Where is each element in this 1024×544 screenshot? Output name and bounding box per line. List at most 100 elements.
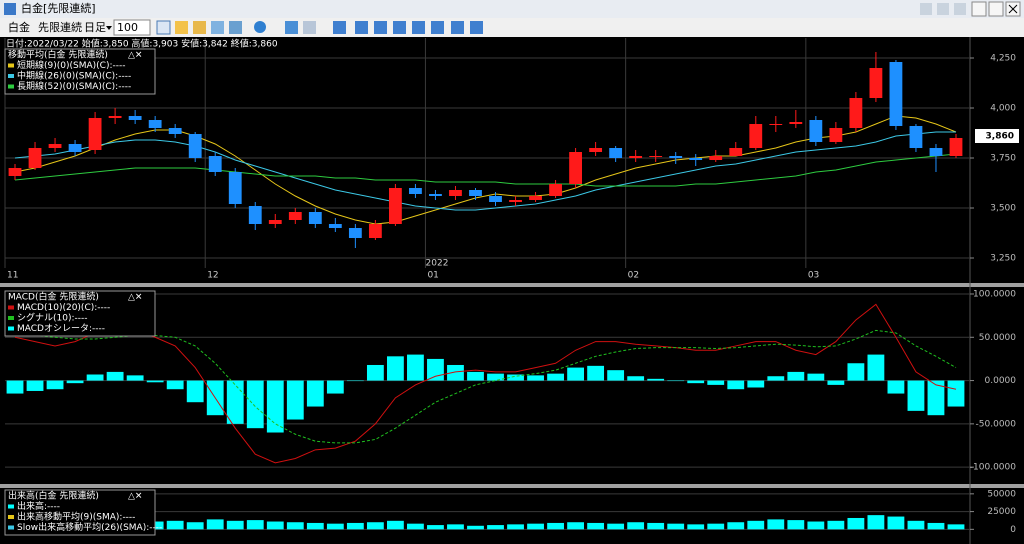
histogram-bar [587, 522, 605, 530]
candle-body [248, 206, 262, 224]
panel-separator [0, 484, 1024, 488]
legend-box [4, 48, 156, 95]
legend-entry: 出来高移動平均(9)(SMA):---- [17, 511, 135, 523]
chart-tool[interactable] [451, 21, 464, 34]
y-tick-label: 50.0000 [979, 333, 1016, 343]
candle-body [48, 144, 62, 148]
histogram-bar [747, 380, 765, 388]
minimize-button[interactable] [971, 1, 987, 17]
candle-body [829, 128, 843, 142]
candle-body [328, 224, 342, 228]
histogram-bar [527, 375, 544, 381]
tool-button[interactable] [937, 3, 949, 15]
candle-body [108, 116, 122, 118]
histogram-bar [166, 520, 184, 530]
candle-body [148, 120, 162, 128]
toolbar-icons [156, 20, 483, 35]
histogram-bar [547, 373, 564, 381]
histogram-bar [827, 520, 845, 530]
histogram-bar [507, 374, 524, 381]
maximize-button[interactable] [988, 1, 1004, 17]
chart-tool[interactable] [355, 21, 368, 34]
y-tick-label: 4,250 [990, 54, 1016, 64]
histogram-bar [186, 380, 204, 403]
histogram-bar [386, 520, 404, 530]
histogram-bar [286, 380, 304, 420]
count-input[interactable] [113, 19, 151, 36]
histogram-bar [106, 371, 124, 381]
y-tick-label: 3,500 [990, 204, 1016, 214]
candle-body [429, 194, 442, 196]
legend-entry: 出来高:---- [17, 500, 60, 512]
histogram-bar [447, 364, 464, 381]
histogram-bar [747, 520, 765, 530]
histogram-bar [647, 522, 665, 530]
indicator-line [14, 153, 957, 187]
chart-tool[interactable] [333, 21, 346, 34]
histogram-bar [687, 524, 705, 530]
chart-tool[interactable] [393, 21, 406, 34]
histogram-bar [507, 524, 524, 530]
dropdown-arrow [106, 26, 112, 30]
commodity-button[interactable]: 白金 [8, 20, 30, 34]
hand-tool[interactable] [175, 21, 188, 34]
chart-tool[interactable] [374, 21, 387, 34]
histogram-bar [126, 375, 144, 381]
histogram-bar [407, 523, 424, 530]
window-tool[interactable] [303, 21, 316, 34]
cursor-tool[interactable] [156, 20, 171, 35]
histogram-bar [487, 525, 504, 530]
candle-body [188, 134, 202, 158]
contract-button[interactable]: 先限連続 [38, 20, 82, 34]
histogram-bar [66, 380, 84, 384]
candle-body [348, 228, 362, 238]
histogram-bar [567, 367, 585, 381]
search-tool[interactable] [254, 21, 266, 33]
candle-body [449, 190, 462, 196]
pen-tool[interactable] [193, 21, 206, 34]
text-tool[interactable] [229, 21, 242, 34]
histogram-bar [727, 380, 745, 390]
candle-body [308, 212, 322, 224]
legend-icons: △✕ [128, 492, 142, 502]
candle-body [789, 122, 803, 124]
legend-swatch [8, 63, 14, 68]
legend-entry: 中期線(26)(0)(SMA)(C):---- [17, 70, 131, 82]
tool-button[interactable] [920, 3, 932, 15]
candle-body [509, 200, 522, 202]
candle-body [809, 120, 823, 142]
line-tool[interactable] [211, 21, 224, 34]
legend-box [4, 489, 156, 536]
histogram-bar [306, 522, 324, 530]
x-tick-label: 11 [7, 271, 18, 281]
grid-tool[interactable] [285, 21, 298, 34]
histogram-bar [547, 522, 564, 530]
panel-separator [0, 283, 1024, 287]
candle-body [749, 124, 763, 148]
chart-header: 日付:2022/03/22 始値:3,850 高値:3,903 安値:3,842… [6, 38, 278, 50]
chart-tool[interactable] [470, 21, 483, 34]
candle-body [629, 156, 643, 158]
indicator-line [14, 329, 957, 444]
histogram-bar [807, 373, 825, 381]
histogram-bar [487, 373, 504, 381]
candle-body [669, 156, 683, 158]
histogram-bar [947, 380, 965, 407]
histogram-bar [386, 356, 404, 381]
legend-entry: Slow出来高移動平均(26)(SMA):---- [17, 521, 162, 533]
histogram-bar [6, 380, 24, 394]
histogram-bar [767, 376, 785, 381]
legend-swatch [8, 504, 14, 509]
tool-button[interactable] [954, 3, 966, 15]
chart-tool[interactable] [431, 21, 444, 34]
histogram-bar [727, 522, 745, 530]
candle-body [729, 148, 743, 156]
histogram-bar [326, 523, 344, 530]
chart-tool[interactable] [412, 21, 425, 34]
histogram-bar [567, 522, 585, 530]
histogram-bar [226, 520, 244, 530]
histogram-bar [46, 380, 64, 390]
period-select[interactable]: 日足 [84, 21, 106, 34]
x-tick-label: 02 [628, 271, 639, 281]
histogram-bar [226, 380, 244, 424]
